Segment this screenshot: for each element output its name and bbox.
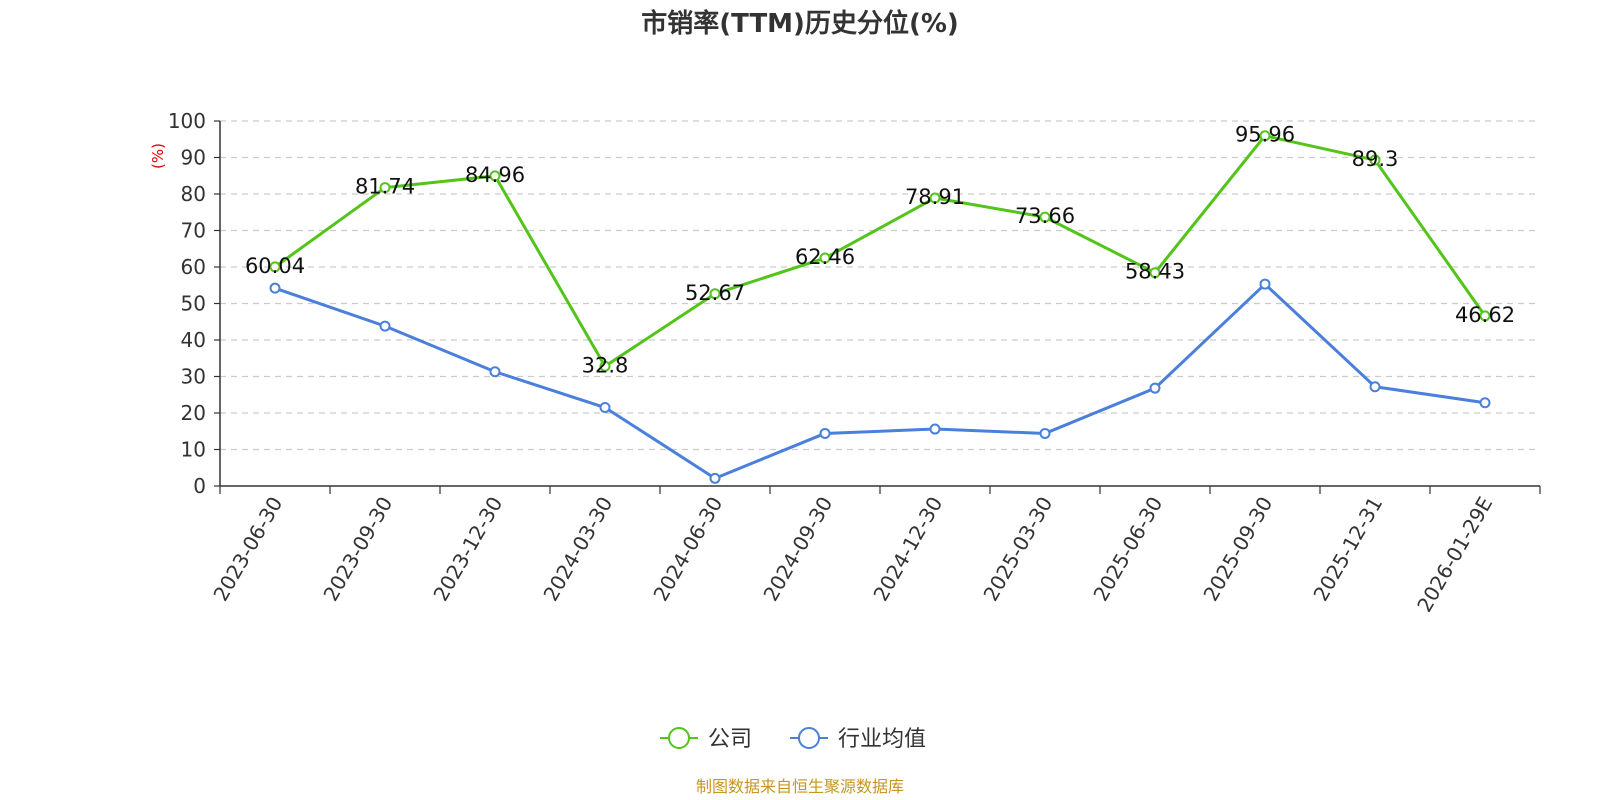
data-label: 78.91 — [905, 185, 965, 209]
legend[interactable]: 公司 行业均值 — [660, 727, 926, 752]
data-label: 73.66 — [1015, 204, 1075, 228]
y-tick-label: 60 — [181, 255, 206, 279]
y-tick-label: 90 — [181, 146, 206, 170]
data-point — [489, 170, 501, 182]
series-layer — [269, 130, 1491, 484]
x-tick-label: 2024-12-30 — [868, 493, 947, 606]
data-point — [1259, 130, 1271, 142]
legend-marker — [798, 727, 820, 749]
data-point — [929, 423, 941, 435]
data-labels: 60.04 81.74 84.96 32.8 52.67 62.46 78.91 73.66 5… — [245, 123, 1515, 378]
y-tick-label: 40 — [181, 328, 206, 352]
data-label: 52.67 — [685, 281, 745, 305]
data-label: 89.3 — [1352, 147, 1399, 171]
data-point — [709, 288, 721, 300]
series-line-1 — [274, 134, 1487, 368]
y-tick-label: 100 — [168, 109, 206, 133]
x-tick-label: 2025-06-30 — [1088, 493, 1167, 606]
x-tick-label: 2026-01-29E — [1412, 493, 1497, 617]
x-tick-label: 2025-09-30 — [1198, 493, 1277, 606]
data-point — [599, 402, 611, 414]
x-tick-label: 2025-03-30 — [978, 493, 1057, 606]
data-label: 58.43 — [1125, 260, 1185, 284]
grid — [220, 120, 1540, 451]
legend-item-2[interactable]: 行业均值 — [790, 727, 926, 752]
data-point — [1479, 310, 1491, 322]
data-point — [269, 282, 281, 294]
data-point — [379, 182, 391, 194]
x-tick-label: 2024-09-30 — [758, 493, 837, 606]
data-point — [599, 360, 611, 372]
data-label: 32.8 — [582, 353, 629, 377]
y-tick-label: 80 — [181, 182, 206, 206]
data-point — [1259, 278, 1271, 290]
legend-marker — [668, 727, 690, 749]
legend-label: 行业均值 — [838, 727, 926, 752]
y-tick-label: 10 — [181, 438, 206, 462]
data-label: 95.96 — [1235, 123, 1295, 147]
data-point — [1369, 154, 1381, 166]
y-tick-label: 50 — [181, 292, 206, 316]
y-tick-label: 0 — [193, 474, 206, 498]
data-point — [489, 366, 501, 378]
legend-label: 公司 — [708, 727, 752, 752]
data-point — [1479, 397, 1491, 409]
data-point — [929, 192, 941, 204]
data-label: 84.96 — [465, 163, 525, 187]
chart-title: 市销率(TTM)历史分位(%) — [641, 8, 959, 39]
data-point — [819, 427, 831, 439]
data-point — [819, 252, 831, 264]
data-point — [1149, 382, 1161, 394]
data-point — [1039, 427, 1051, 439]
data-point — [709, 472, 721, 484]
y-tick-label: 70 — [181, 219, 206, 243]
x-tick-label: 2024-06-30 — [648, 493, 727, 606]
source-note: 制图数据来自恒生聚源数据库 — [696, 777, 904, 796]
x-tick-label: 2023-12-30 — [428, 493, 507, 606]
data-point — [1039, 211, 1051, 223]
data-label: 60.04 — [245, 254, 305, 278]
data-point — [1149, 267, 1161, 279]
data-label: 62.46 — [795, 245, 855, 269]
x-tick-label: 2024-03-30 — [538, 493, 617, 606]
y-tick-label: 30 — [181, 365, 206, 389]
data-label: 46.62 — [1455, 303, 1515, 327]
data-point — [269, 261, 281, 273]
x-tick-label: 2023-06-30 — [208, 493, 287, 606]
data-point — [1369, 381, 1381, 393]
data-point — [379, 320, 391, 332]
y-tick-label: 20 — [181, 401, 206, 425]
series-line-2 — [274, 282, 1486, 480]
y-axis-unit: (%) — [149, 143, 167, 169]
legend-item-1[interactable]: 公司 — [660, 727, 752, 752]
x-tick-label: 2025-12-31 — [1308, 493, 1387, 606]
x-tick-label: 2023-09-30 — [318, 493, 397, 606]
data-label: 81.74 — [355, 175, 415, 199]
